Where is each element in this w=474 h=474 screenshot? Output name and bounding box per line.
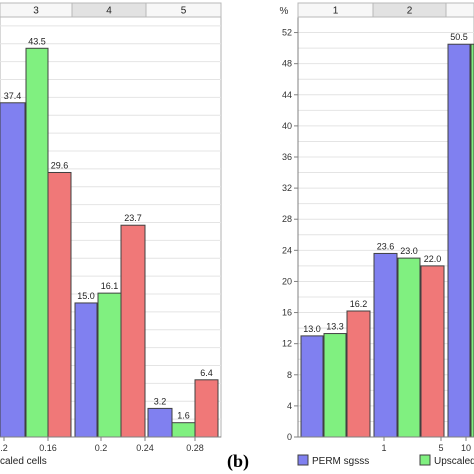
bar <box>300 335 324 438</box>
legend-label: Upscaled <box>434 456 474 467</box>
group-header-cell <box>145 2 222 18</box>
bar <box>120 224 146 438</box>
y-tick-label: 12 <box>282 339 292 349</box>
y-tick-label: 36 <box>282 152 292 162</box>
group-header-cell <box>445 2 474 18</box>
bar-value-label: 29.6 <box>51 160 69 170</box>
group-header-label: 4 <box>106 6 112 17</box>
y-tick-label: 48 <box>282 59 292 69</box>
x-tick-label: 10 <box>461 443 471 453</box>
y-axis-label: % <box>280 6 289 17</box>
bar-value-label: 15.0 <box>77 291 95 301</box>
bar-value-label: 23.6 <box>377 241 395 251</box>
y-tick-label: 40 <box>282 121 292 131</box>
y-tick-label: 44 <box>282 90 292 100</box>
bar <box>447 43 471 438</box>
bar-value-label: 16.1 <box>101 281 119 291</box>
bar <box>74 302 98 438</box>
legend-swatch <box>297 454 309 466</box>
bar <box>373 252 398 438</box>
legend-label: PERM sgsss <box>312 456 369 467</box>
bar-value-label: 3.2 <box>154 396 167 406</box>
bar-value-label: 50.5 <box>450 32 468 42</box>
bar <box>420 265 445 438</box>
x-tick-label: 5 <box>438 443 443 453</box>
bar-value-label: 43.5 <box>28 36 46 46</box>
bar <box>147 407 173 438</box>
y-tick-label: 32 <box>282 183 292 193</box>
x-tick-label: .2 <box>0 443 8 453</box>
figure-label: (b) <box>227 451 249 472</box>
legend-swatch <box>419 454 431 466</box>
bar-value-label: 16.2 <box>350 299 368 309</box>
y-tick-label: 52 <box>282 28 292 38</box>
group-header-label: 2 <box>407 6 413 17</box>
x-tick-label: 0.16 <box>39 443 57 453</box>
bar <box>397 257 421 438</box>
legend-label: caled cells <box>0 456 47 467</box>
group-header-label: 5 <box>181 6 187 17</box>
bar-value-label: 13.0 <box>303 324 321 334</box>
bar-value-label: 23.0 <box>400 246 418 256</box>
bar <box>171 422 196 438</box>
bar-value-label: 1.6 <box>177 411 190 421</box>
bar <box>25 47 49 438</box>
y-tick-label: 0 <box>287 432 292 442</box>
x-tick-label: 1 <box>381 443 386 453</box>
bar <box>47 171 72 438</box>
group-header-label: 1 <box>333 6 339 17</box>
bar-value-label: 23.7 <box>124 213 142 223</box>
y-tick-label: 8 <box>287 370 292 380</box>
bar <box>323 333 347 438</box>
bar <box>346 310 371 438</box>
bar <box>97 292 122 438</box>
x-tick-label: 0.24 <box>136 443 154 453</box>
bar-value-label: 22.0 <box>424 254 442 264</box>
y-tick-label: 4 <box>287 401 292 411</box>
y-tick-label: 16 <box>282 308 292 318</box>
y-tick-label: 24 <box>282 245 292 255</box>
bar-value-label: 6.4 <box>200 368 213 378</box>
bar-value-label: 13.3 <box>326 322 344 332</box>
group-header-label: 3 <box>33 6 39 17</box>
x-tick-label: 0.28 <box>186 443 204 453</box>
x-tick-label: 0.2 <box>95 443 108 453</box>
y-tick-label: 20 <box>282 276 292 286</box>
bar <box>194 379 219 438</box>
bar <box>0 102 26 438</box>
y-tick-label: 28 <box>282 214 292 224</box>
bar-value-label: 37.4 <box>4 91 22 101</box>
